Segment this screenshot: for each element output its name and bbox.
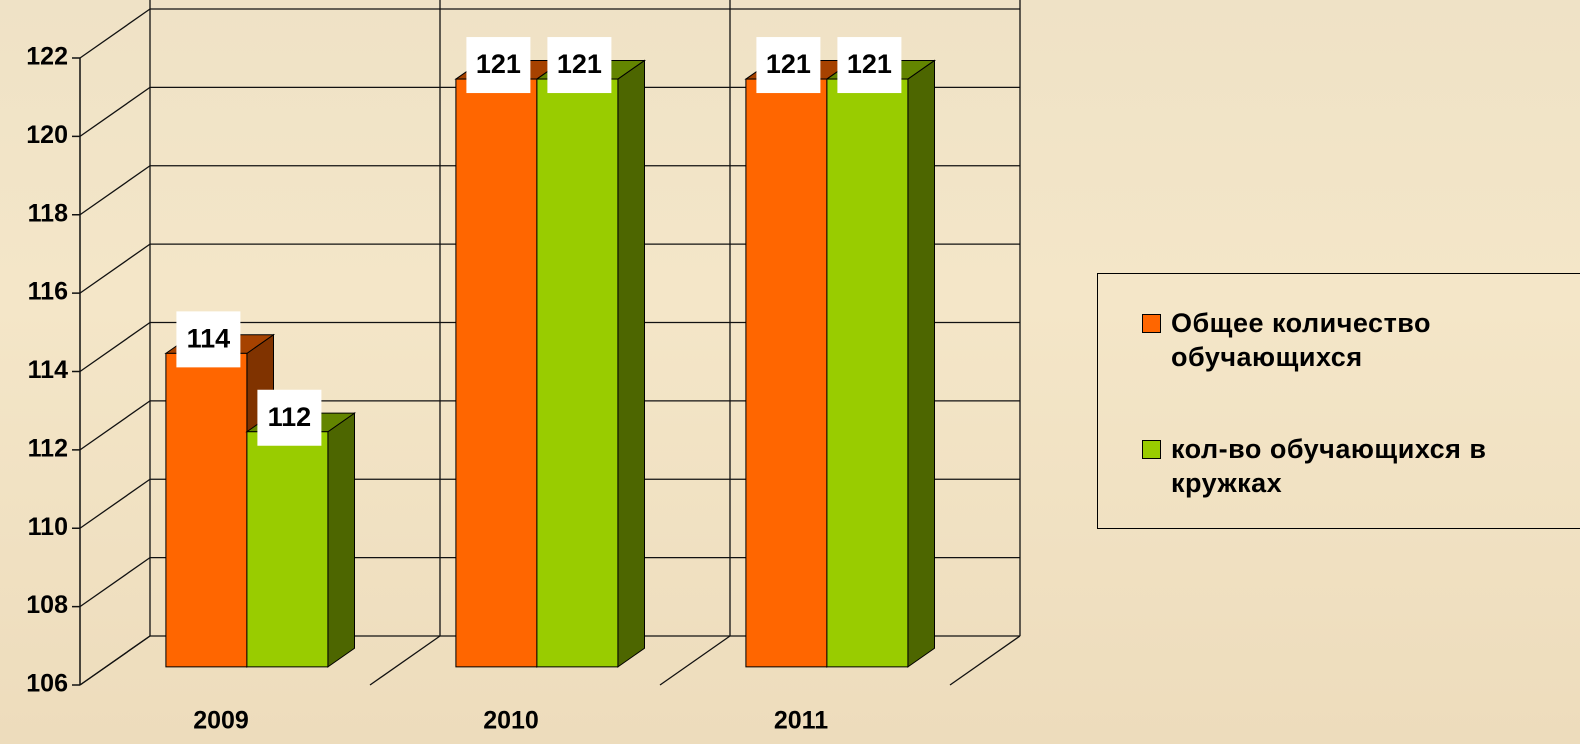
legend-label: кол-во обучающихся в кружках bbox=[1171, 432, 1542, 500]
bar-front bbox=[827, 79, 908, 667]
legend-item: кол-во обучающихся в кружках bbox=[1142, 432, 1542, 500]
legend-item: Общее количество обучающихся bbox=[1142, 306, 1542, 374]
bar-front bbox=[456, 79, 537, 667]
y-tick-label: 114 bbox=[28, 356, 68, 384]
bar bbox=[537, 60, 645, 666]
floor-line bbox=[370, 636, 440, 685]
floor-line bbox=[660, 636, 730, 685]
side-grid-line bbox=[80, 244, 150, 293]
bar-side bbox=[618, 60, 645, 666]
x-tick-label: 2011 bbox=[774, 707, 828, 735]
data-label: 121 bbox=[476, 49, 521, 79]
x-tick-label: 2010 bbox=[483, 707, 539, 735]
legend: Общее количество обучающихся кол-во обуча… bbox=[1097, 273, 1580, 529]
floor-line bbox=[950, 636, 1020, 685]
bar-side bbox=[908, 60, 935, 666]
data-label: 114 bbox=[187, 323, 231, 353]
side-grid-line bbox=[80, 558, 150, 607]
side-grid-line bbox=[80, 479, 150, 528]
data-label: 121 bbox=[847, 49, 892, 79]
legend-swatch bbox=[1142, 314, 1161, 333]
side-grid-line bbox=[80, 401, 150, 450]
data-label: 112 bbox=[268, 402, 312, 432]
data-label: 121 bbox=[557, 49, 602, 79]
floor-line bbox=[80, 636, 150, 685]
side-grid-line bbox=[80, 9, 150, 58]
y-tick-label: 122 bbox=[26, 43, 68, 71]
side-grid-line bbox=[80, 166, 150, 215]
y-tick-label: 118 bbox=[28, 199, 68, 227]
y-tick-label: 108 bbox=[26, 591, 68, 619]
bar-front bbox=[166, 353, 247, 667]
bar-front bbox=[537, 79, 618, 667]
y-tick-label: 112 bbox=[28, 434, 68, 462]
bar-front bbox=[247, 432, 328, 667]
y-tick-label: 120 bbox=[26, 121, 68, 149]
bar-front bbox=[746, 79, 827, 667]
x-tick-label: 2009 bbox=[193, 707, 249, 735]
side-grid-line bbox=[80, 87, 150, 136]
bar-side bbox=[328, 413, 355, 667]
y-tick-label: 116 bbox=[28, 278, 68, 306]
data-label: 121 bbox=[766, 49, 811, 79]
side-grid-line bbox=[80, 323, 150, 372]
legend-label: Общее количество обучающихся bbox=[1171, 306, 1542, 374]
y-tick-label: 106 bbox=[26, 670, 68, 698]
legend-swatch bbox=[1142, 440, 1161, 459]
bar bbox=[247, 413, 355, 667]
page: 106 108 110 112 114 116 118 120 122 2009 2010 2011 1… bbox=[0, 0, 1580, 744]
bar bbox=[827, 60, 935, 666]
y-tick-label: 110 bbox=[28, 513, 68, 541]
